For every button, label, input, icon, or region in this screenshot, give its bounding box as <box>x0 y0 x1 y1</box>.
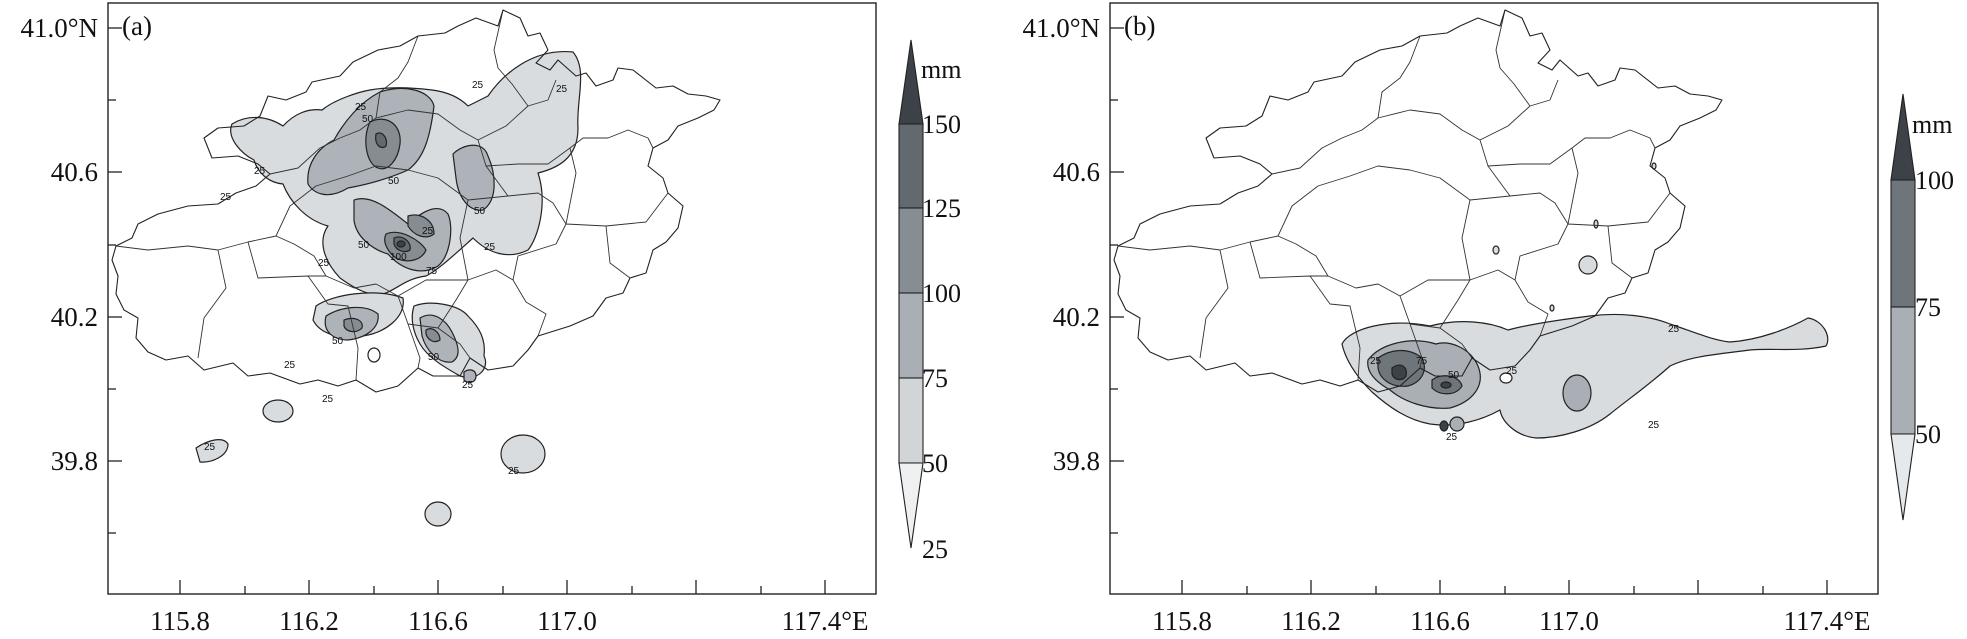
x-tick-label: 117.4°E <box>781 606 868 636</box>
contour-label: 50 <box>388 176 400 187</box>
contour-label: 25 <box>1506 366 1518 377</box>
y-tick-label: 39.8 <box>1053 446 1100 476</box>
contour-label: 25 <box>318 258 330 269</box>
contour-label: 75 <box>1416 356 1428 367</box>
contour-label: 50 <box>358 240 370 251</box>
x-tick-label: 116.2 <box>1281 606 1341 636</box>
contour-label: 25 <box>204 442 216 453</box>
x-tick-label: 116.6 <box>408 606 468 636</box>
colorbar-b-level: 100 <box>1915 166 1954 195</box>
y-tick-label: 40.6 <box>51 157 98 187</box>
colorbar-b-level: 50 <box>1915 420 1941 449</box>
x-tick-label: 116.2 <box>279 606 339 636</box>
y-tick-label: 39.8 <box>51 446 98 476</box>
colorbar-a-segment <box>898 207 924 294</box>
panel-b-shading-100 <box>1391 364 1452 432</box>
contour-label: 25 <box>508 466 520 477</box>
colorbar-a-level: 50 <box>922 449 948 478</box>
y-tick-label: 40.6 <box>1053 157 1100 187</box>
contour-label: 50 <box>332 336 344 347</box>
colorbar-a-segment <box>898 123 924 209</box>
x-tick-label: 117.0 <box>1539 606 1599 636</box>
contour-label: 25 <box>322 394 334 405</box>
panel-a-shading-25 <box>195 51 582 527</box>
colorbar-b-bottom-triangle <box>1890 433 1916 521</box>
contour-label: 25 <box>1648 420 1660 431</box>
colorbar-a-segment <box>898 292 924 379</box>
colorbar-a-top-triangle <box>898 39 924 125</box>
panel-a-map: 25 50 25 25 25 50 25 50 25 25 75 100 50 … <box>111 9 721 527</box>
panel-b-x-axis: 115.8 116.2 116.6 117.0 117.4°E <box>1152 580 1871 636</box>
colorbar-b-level: 75 <box>1915 293 1941 322</box>
contour-label: 25 <box>220 192 232 203</box>
panel-a-frame <box>107 2 877 595</box>
panel-b: 25 75 50 25 25 25 25 (b) <box>1109 2 1879 595</box>
colorbar-a-bottom-triangle <box>898 462 924 549</box>
contour-label: 50 <box>474 206 486 217</box>
y-tick-label: 41.0°N <box>1022 13 1100 43</box>
panel-b-map: 25 75 50 25 25 25 25 <box>1113 9 1829 443</box>
colorbar-a-level: 125 <box>922 194 961 223</box>
contour-label: 25 <box>462 380 474 391</box>
panel-a-contour-labels: 25 50 25 25 25 50 25 50 25 25 75 100 50 … <box>204 80 568 477</box>
panel-a: 25 50 25 25 25 50 25 50 25 25 75 100 50 … <box>107 2 877 595</box>
panel-b-label: (b) <box>1124 11 1155 41</box>
colorbar-a-segment <box>898 377 924 464</box>
panel-a-x-axis: 115.8 116.2 116.6 117.0 117.4°E <box>150 580 869 636</box>
contour-label: 25 <box>422 226 434 237</box>
panel-b-contour-labels: 25 75 50 25 25 25 25 <box>1370 324 1680 443</box>
panel-b-frame <box>1109 2 1879 595</box>
contour-label: 25 <box>284 360 296 371</box>
contour-label: 50 <box>1448 370 1460 381</box>
contour-label: 25 <box>355 102 367 113</box>
y-tick-label: 41.0°N <box>20 13 98 43</box>
colorbar-b-segment <box>1890 179 1916 308</box>
contour-label: 100 <box>390 252 407 263</box>
panel-a-colorbar: mm 150 125 100 75 50 25 <box>898 39 961 564</box>
contour-label: 50 <box>362 114 374 125</box>
panel-a-y-axis: 41.0°N 40.6 40.2 39.8 <box>20 13 122 534</box>
colorbar-a-unit: mm <box>921 55 961 84</box>
x-tick-label: 116.6 <box>1410 606 1470 636</box>
x-tick-label: 115.8 <box>150 606 210 636</box>
x-tick-label: 115.8 <box>1152 606 1212 636</box>
contour-label: 25 <box>254 166 266 177</box>
colorbar-a-level: 100 <box>922 279 961 308</box>
colorbar-a-level: 75 <box>922 364 948 393</box>
colorbar-a-level: 25 <box>922 535 948 564</box>
x-tick-label: 117.0 <box>537 606 597 636</box>
contour-label: 25 <box>556 84 568 95</box>
y-tick-label: 40.2 <box>1053 302 1100 332</box>
panel-b-y-axis: 41.0°N 40.6 40.2 39.8 <box>1022 13 1124 534</box>
contour-label: 25 <box>472 80 484 91</box>
colorbar-b-unit: mm <box>1912 110 1952 139</box>
panel-a-label: (a) <box>122 11 152 41</box>
contour-label: 50 <box>428 352 440 363</box>
contour-label: 25 <box>1370 356 1382 367</box>
panel-a-shading-125 <box>396 240 406 248</box>
contour-label: 25 <box>1668 324 1680 335</box>
panel-b-colorbar: mm 100 75 50 <box>1890 93 1954 521</box>
colorbar-b-segment <box>1890 306 1916 435</box>
y-tick-label: 40.2 <box>51 302 98 332</box>
contour-label: 75 <box>426 266 438 277</box>
contour-label: 25 <box>1446 432 1458 443</box>
x-tick-label: 117.4°E <box>1783 606 1870 636</box>
contour-label: 25 <box>484 242 496 253</box>
colorbar-a-level: 150 <box>922 110 961 139</box>
